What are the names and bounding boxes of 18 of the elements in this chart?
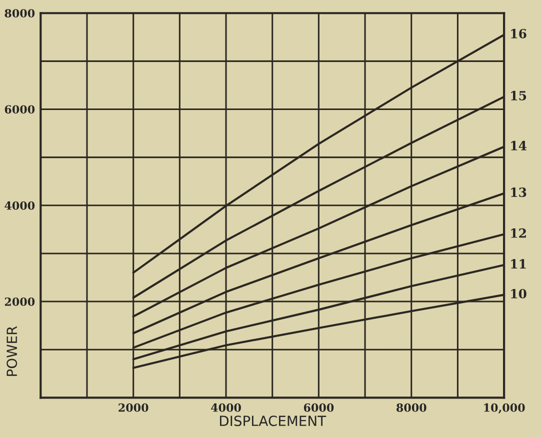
series-label: 10 bbox=[511, 288, 526, 298]
y-tick-label: 2000 bbox=[4, 298, 35, 306]
x-axis-title: DISPLACEMENT bbox=[220, 416, 326, 426]
x-tick-label: 4000 bbox=[211, 403, 241, 412]
series-label: 16 bbox=[511, 28, 526, 38]
x-tick-label: 2000 bbox=[118, 403, 148, 412]
series-label: 15 bbox=[511, 90, 526, 100]
series-label: 12 bbox=[511, 228, 526, 238]
y-tick-label: 6000 bbox=[4, 105, 35, 114]
y-tick-label: 8000 bbox=[4, 9, 35, 18]
y-axis-title: POWER bbox=[6, 326, 18, 376]
series-label: 14 bbox=[511, 140, 526, 150]
x-tick-label: 6000 bbox=[304, 403, 334, 412]
x-tick-label: 8000 bbox=[396, 403, 426, 412]
series-label: 13 bbox=[511, 188, 526, 197]
x-tick-label: 10,000 bbox=[484, 403, 525, 414]
y-tick-label: 4000 bbox=[4, 201, 35, 210]
series-label: 11 bbox=[511, 259, 526, 268]
